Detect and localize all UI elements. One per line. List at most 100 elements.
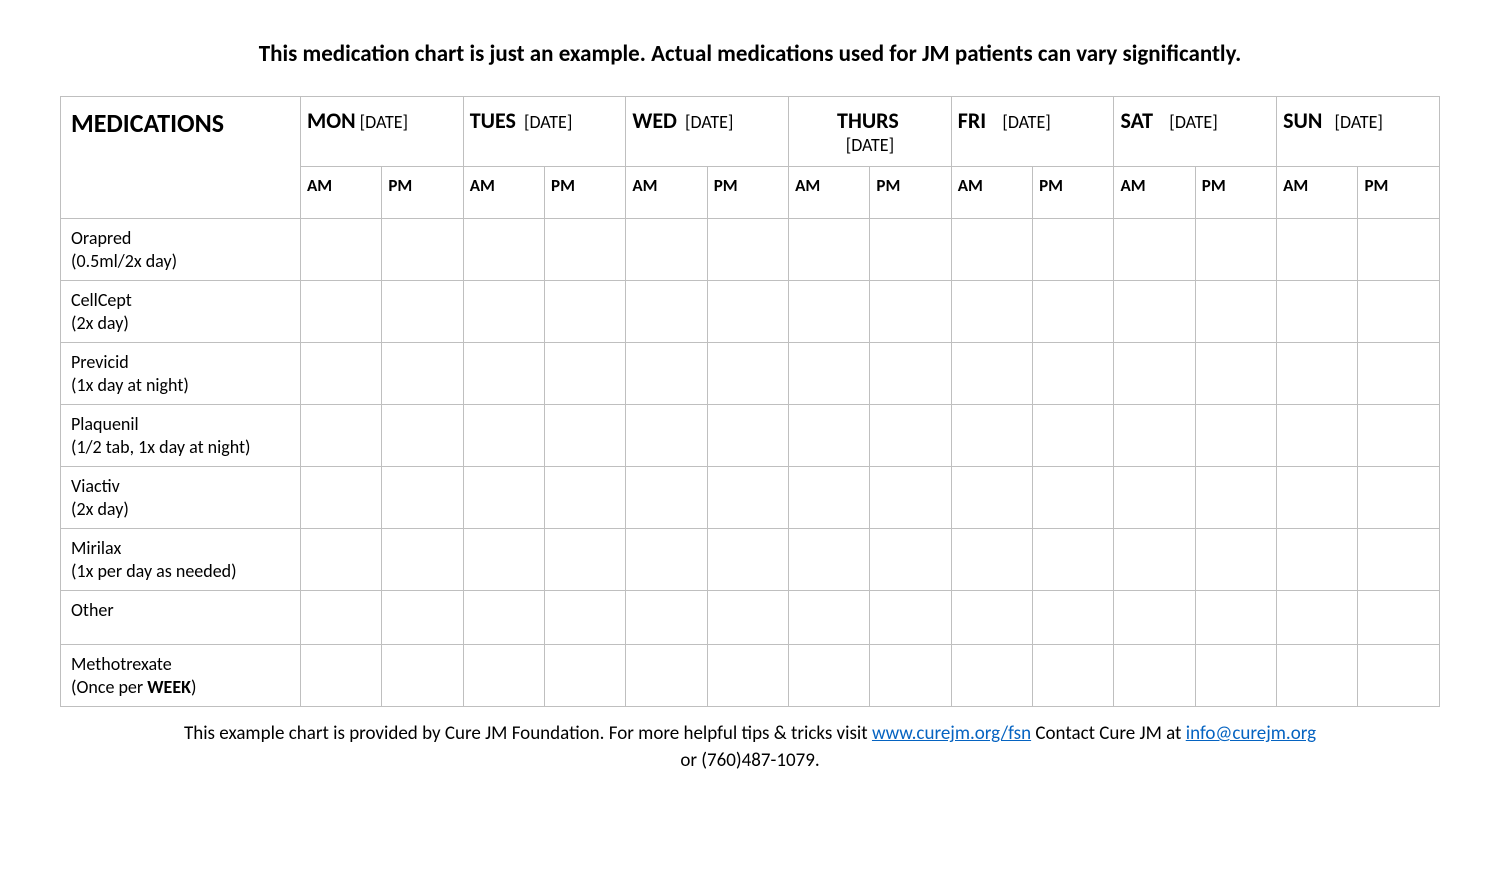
- dose-cell: [870, 467, 951, 529]
- dose-cell: [463, 467, 544, 529]
- dose-cell: [1033, 343, 1114, 405]
- dose-cell: [1114, 405, 1195, 467]
- dose-cell: [951, 467, 1032, 529]
- dose-cell: [1358, 281, 1440, 343]
- pm-header: PM: [707, 167, 788, 219]
- dose-cell: [1195, 529, 1276, 591]
- dose-cell: [1277, 529, 1358, 591]
- day-name: TUES: [470, 107, 516, 134]
- dose-cell: [870, 405, 951, 467]
- table-row: Orapred(0.5ml/2x day): [61, 219, 1440, 281]
- dose-cell: [301, 405, 382, 467]
- dose-cell: [463, 645, 544, 707]
- dose-cell: [382, 281, 463, 343]
- day-header-sun: SUN [DATE]: [1277, 97, 1440, 167]
- dose-cell: [1277, 219, 1358, 281]
- dose-cell: [707, 645, 788, 707]
- medication-name-cell: Methotrexate(Once per WEEK): [61, 645, 301, 707]
- dose-cell: [1195, 405, 1276, 467]
- dose-cell: [951, 343, 1032, 405]
- table-row: Other: [61, 591, 1440, 645]
- dose-cell: [382, 645, 463, 707]
- dose-cell: [707, 467, 788, 529]
- am-header: AM: [951, 167, 1032, 219]
- dose-cell: [1358, 529, 1440, 591]
- dose-cell: [1114, 591, 1195, 645]
- dose-cell: [870, 281, 951, 343]
- dose-cell: [1114, 467, 1195, 529]
- dose-cell: [1195, 591, 1276, 645]
- dose-cell: [626, 343, 707, 405]
- table-row: Plaquenil(1/2 tab, 1x day at night): [61, 405, 1440, 467]
- dose-cell: [870, 219, 951, 281]
- medication-name-cell: Mirilax(1x per day as needed): [61, 529, 301, 591]
- dose-cell: [1195, 645, 1276, 707]
- dose-cell: [545, 219, 626, 281]
- footer-link-email[interactable]: info@curejm.org: [1186, 722, 1316, 745]
- dose-cell: [951, 219, 1032, 281]
- medication-name-cell: Viactiv(2x day): [61, 467, 301, 529]
- dose-cell: [1358, 343, 1440, 405]
- dose-cell: [626, 645, 707, 707]
- medication-name-cell: Plaquenil(1/2 tab, 1x day at night): [61, 405, 301, 467]
- dose-cell: [463, 281, 544, 343]
- footer-link-website[interactable]: www.curejm.org/fsn: [872, 722, 1031, 745]
- day-name: SAT: [1120, 107, 1153, 134]
- dose-cell: [1033, 281, 1114, 343]
- pm-header: PM: [1195, 167, 1276, 219]
- dose-cell: [789, 645, 870, 707]
- day-name: FRI: [958, 107, 986, 134]
- dose-cell: [301, 591, 382, 645]
- day-header-tues: TUES [DATE]: [463, 97, 626, 167]
- day-date: [DATE]: [1169, 111, 1217, 133]
- dose-cell: [1358, 591, 1440, 645]
- dose-cell: [545, 529, 626, 591]
- table-row: Methotrexate(Once per WEEK): [61, 645, 1440, 707]
- dose-cell: [463, 591, 544, 645]
- table-row: Viactiv(2x day): [61, 467, 1440, 529]
- dose-cell: [789, 591, 870, 645]
- dose-cell: [789, 343, 870, 405]
- pm-header: PM: [545, 167, 626, 219]
- dose-cell: [626, 281, 707, 343]
- dose-cell: [1277, 645, 1358, 707]
- dose-cell: [463, 405, 544, 467]
- dose-cell: [382, 529, 463, 591]
- dose-cell: [545, 405, 626, 467]
- dose-cell: [382, 467, 463, 529]
- day-name: WED: [632, 107, 677, 134]
- dose-cell: [707, 281, 788, 343]
- dose-cell: [463, 529, 544, 591]
- day-header-sat: SAT [DATE]: [1114, 97, 1277, 167]
- pm-header: PM: [382, 167, 463, 219]
- pm-header: PM: [870, 167, 951, 219]
- dose-cell: [1033, 405, 1114, 467]
- day-date: [DATE]: [685, 111, 733, 133]
- footer-line2: or (760)487-1079.: [680, 749, 819, 772]
- day-header-mon: MON[DATE]: [301, 97, 464, 167]
- medications-header: MEDICATIONS: [61, 97, 301, 219]
- dose-cell: [870, 343, 951, 405]
- medication-rows: Orapred(0.5ml/2x day)CellCept(2x day)Pre…: [61, 219, 1440, 707]
- dose-cell: [463, 343, 544, 405]
- footer-text: This example chart is provided by Cure J…: [60, 721, 1440, 774]
- dose-cell: [1033, 645, 1114, 707]
- dose-cell: [1033, 591, 1114, 645]
- dose-cell: [789, 529, 870, 591]
- dose-cell: [301, 529, 382, 591]
- day-date: [DATE]: [846, 134, 894, 156]
- medication-name-cell: CellCept(2x day): [61, 281, 301, 343]
- dose-cell: [951, 405, 1032, 467]
- dose-cell: [301, 645, 382, 707]
- dose-cell: [1195, 281, 1276, 343]
- dose-cell: [626, 405, 707, 467]
- dose-cell: [545, 281, 626, 343]
- day-name: THURS: [837, 107, 899, 134]
- am-header: AM: [1114, 167, 1195, 219]
- dose-cell: [1033, 467, 1114, 529]
- day-name: SUN: [1283, 107, 1322, 134]
- am-header: AM: [626, 167, 707, 219]
- dose-cell: [707, 405, 788, 467]
- dose-cell: [626, 529, 707, 591]
- dose-cell: [545, 343, 626, 405]
